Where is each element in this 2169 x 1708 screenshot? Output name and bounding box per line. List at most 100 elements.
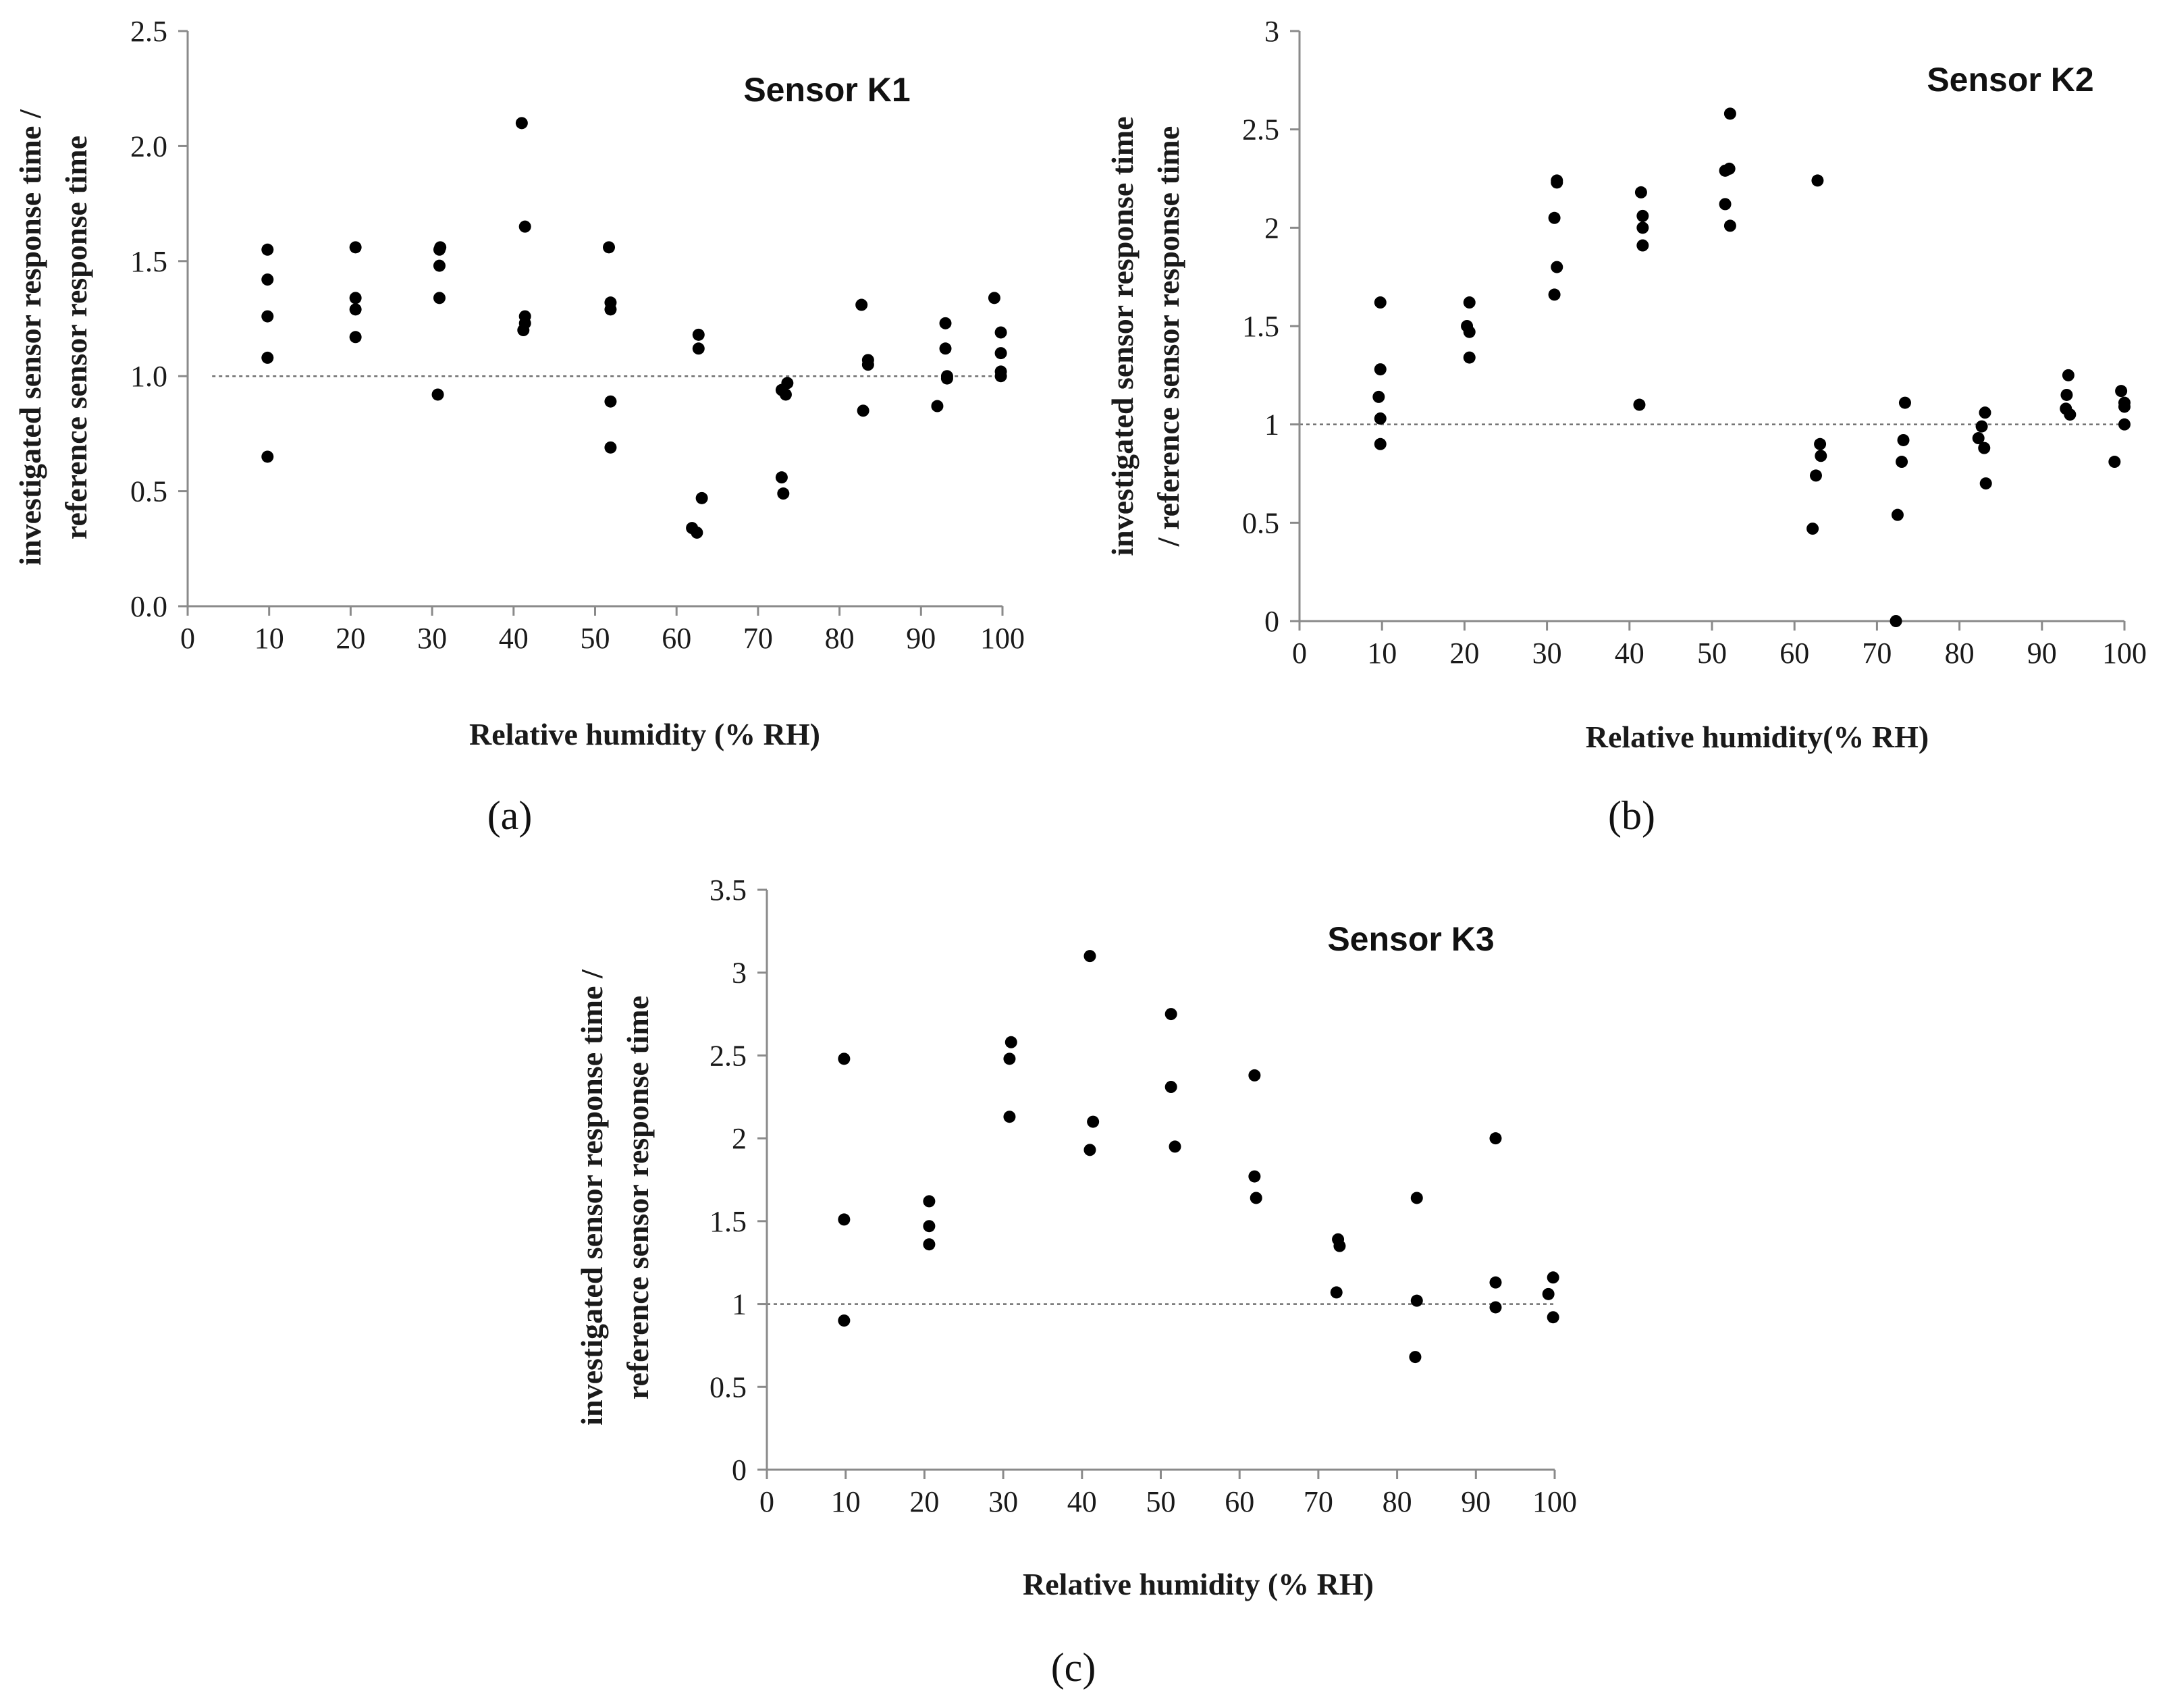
data-point xyxy=(349,292,362,304)
data-point xyxy=(1896,456,1908,469)
x-tick-label: 90 xyxy=(2027,637,2057,670)
x-tick-label: 80 xyxy=(825,622,855,655)
data-point xyxy=(515,117,528,130)
data-point xyxy=(1463,325,1476,338)
data-point xyxy=(939,342,952,355)
data-point xyxy=(1489,1301,1502,1314)
data-point xyxy=(1250,1192,1262,1204)
data-point xyxy=(433,243,446,256)
data-point xyxy=(1633,398,1646,411)
panel-label: (a) xyxy=(487,793,533,838)
y-tick-labels: 0 0.5 1 1.5 2 2.5 3 xyxy=(1242,15,1279,638)
data-point xyxy=(1547,1311,1559,1324)
data-point xyxy=(349,303,362,316)
x-tick-label: 60 xyxy=(1225,1485,1254,1518)
data-point xyxy=(1374,296,1387,309)
data-point xyxy=(1548,288,1561,301)
x-tick-labels: 0 10 20 30 40 50 60 70 80 90 100 xyxy=(180,622,1025,655)
data-point xyxy=(781,377,794,390)
panel-label: (b) xyxy=(1608,793,1655,838)
data-point xyxy=(1409,1351,1422,1364)
data-point xyxy=(1374,437,1387,450)
data-point xyxy=(261,273,274,286)
x-tick-label: 30 xyxy=(988,1485,1018,1518)
data-point xyxy=(1890,615,1902,627)
data-point xyxy=(2060,388,2073,401)
x-tick-label: 50 xyxy=(581,622,610,655)
chart-panel-c: 0 10 20 30 40 50 60 70 80 90 100 00.511.522.533.5 … xyxy=(574,874,1577,1690)
data-point xyxy=(1551,261,1563,273)
y-axis-title-line-1: investigated sensor response time xyxy=(1105,116,1140,556)
x-tick-label: 90 xyxy=(1461,1485,1491,1518)
x-tick-label: 90 xyxy=(906,622,936,655)
data-point xyxy=(604,441,617,454)
data-point xyxy=(1979,406,1991,419)
data-point xyxy=(1083,1144,1096,1156)
y-tick-label: 2.5 xyxy=(709,1039,747,1072)
data-points xyxy=(261,117,1007,539)
y-tick-label: 0.5 xyxy=(1242,506,1279,539)
data-point xyxy=(431,388,444,401)
data-point xyxy=(1891,508,1904,521)
data-point xyxy=(1372,390,1385,403)
y-tick-label: 2 xyxy=(1264,211,1279,244)
data-point xyxy=(261,243,274,256)
data-points xyxy=(838,950,1559,1364)
data-point xyxy=(1248,1170,1261,1183)
x-axis-title: Relative humidity(% RH) xyxy=(1586,720,1929,754)
data-point xyxy=(1003,1111,1016,1123)
x-tick-labels: 0 10 20 30 40 50 60 70 80 90 100 xyxy=(1292,637,2147,670)
data-point xyxy=(518,220,531,233)
data-point xyxy=(1806,523,1819,535)
y-tick-label: 1.0 xyxy=(130,360,167,393)
x-tick-label: 40 xyxy=(499,622,529,655)
x-tick-label: 40 xyxy=(1067,1485,1097,1518)
data-point xyxy=(1489,1132,1502,1145)
y-tick-label: 3.5 xyxy=(709,874,747,907)
y-axis-title-line-2: / reference sensor response time xyxy=(1151,126,1185,548)
x-tick-label: 0 xyxy=(1292,637,1307,670)
plot-area xyxy=(178,30,1007,616)
data-point xyxy=(2115,385,2128,398)
data-point xyxy=(1374,363,1387,376)
data-point xyxy=(1723,219,1736,232)
data-point xyxy=(1248,1069,1261,1082)
data-point xyxy=(1463,296,1476,309)
x-tick-label: 10 xyxy=(255,622,284,655)
data-point xyxy=(1551,176,1563,189)
data-point xyxy=(1547,1271,1559,1284)
tick-marks xyxy=(757,888,1556,1479)
x-axis-title: Relative humidity (% RH) xyxy=(1023,1567,1374,1601)
data-point xyxy=(838,1052,851,1065)
data-point xyxy=(692,328,705,341)
x-tick-label: 30 xyxy=(1532,637,1562,670)
data-point xyxy=(994,326,1007,339)
x-tick-label: 50 xyxy=(1697,637,1727,670)
y-tick-label: 0.5 xyxy=(130,475,167,508)
data-point xyxy=(604,395,617,408)
data-point xyxy=(931,400,944,412)
y-tick-label: 3 xyxy=(732,957,747,990)
data-point xyxy=(1164,1008,1177,1021)
data-point xyxy=(261,450,274,463)
axes-frame xyxy=(186,31,1002,608)
data-point xyxy=(517,324,530,337)
x-tick-label: 70 xyxy=(743,622,773,655)
y-axis-title-line-2: reference sensor response time xyxy=(620,996,655,1399)
data-point xyxy=(1972,432,1985,445)
data-point xyxy=(861,358,874,371)
y-tick-label: 1.5 xyxy=(130,245,167,278)
data-point xyxy=(1975,420,1988,433)
chart-panel-a: 0 10 20 30 40 50 60 70 80 90 100 0.0 0.5 1.0 1.5 2.0 2.… xyxy=(13,15,1025,838)
y-tick-label: 2.0 xyxy=(130,130,167,163)
data-point xyxy=(2064,408,2077,421)
x-tick-label: 80 xyxy=(1945,637,1975,670)
y-tick-labels: 0 0.5 1 1.5 2 2.5 3 3.5 xyxy=(709,874,747,1487)
data-point xyxy=(1330,1286,1343,1299)
chart-panel-b: 0 10 20 30 40 50 60 70 80 90 100 0 0.5 1 1.5 2 2.5 3 Sen… xyxy=(1105,15,2147,838)
data-point xyxy=(838,1213,851,1226)
x-tick-label: 0 xyxy=(759,1485,774,1518)
x-tick-label: 40 xyxy=(1615,637,1644,670)
y-tick-label: 1.5 xyxy=(709,1205,747,1238)
x-tick-label: 60 xyxy=(662,622,691,655)
